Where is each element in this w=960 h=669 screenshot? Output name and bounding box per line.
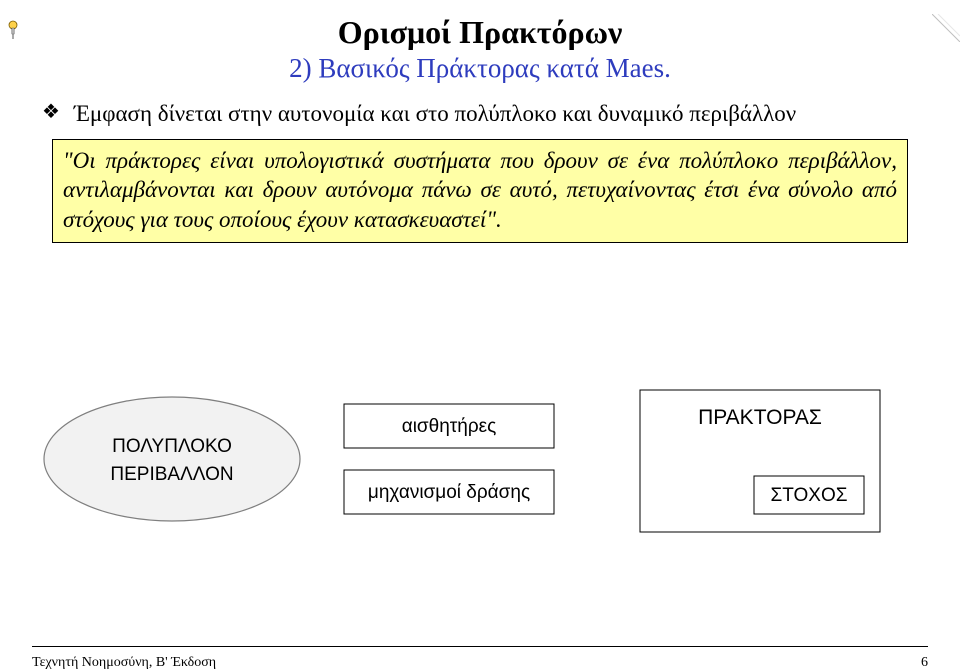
agent-diagram: ΠΟΛΥΠΛΟΚΟ ΠΕΡΙΒΑΛΛΟΝ αισθητήρες μηχανισμ… [0, 374, 960, 594]
page-title: Ορισμοί Πρακτόρων [0, 14, 960, 51]
agent-label: ΠΡΑΚΤΟΡΑΣ [698, 406, 822, 429]
bullet-text: Έμφαση δίνεται στην αυτονομία και στο πο… [74, 100, 796, 129]
page-number: 6 [921, 655, 928, 669]
goal-label: ΣΤΟΧΟΣ [771, 485, 848, 506]
footer-divider [32, 646, 928, 647]
quote-box: "Οι πράκτορες είναι υπολογιστικά συστήμα… [52, 139, 908, 243]
footer-text: Τεχνητή Νοημοσύνη, Β' Έκδοση [32, 655, 216, 669]
sensors-label: αισθητήρες [402, 416, 497, 437]
slide: Ορισμοί Πρακτόρων 2) Βασικός Πράκτορας κ… [0, 14, 960, 669]
page-subtitle: 2) Βασικός Πράκτορας κατά Maes. [0, 53, 960, 84]
bullet-row: ❖ Έμφαση δίνεται στην αυτονομία και στο … [42, 100, 900, 129]
environment-ellipse [44, 397, 300, 521]
bullet-icon: ❖ [42, 102, 60, 122]
environment-label-1: ΠΟΛΥΠΛΟΚΟ [112, 436, 232, 457]
actuators-label: μηχανισμοί δράσης [368, 482, 530, 503]
page-curl-icon [932, 14, 960, 42]
environment-label-2: ΠΕΡΙΒΑΛΛΟΝ [110, 464, 233, 485]
pushpin-icon [6, 20, 20, 40]
